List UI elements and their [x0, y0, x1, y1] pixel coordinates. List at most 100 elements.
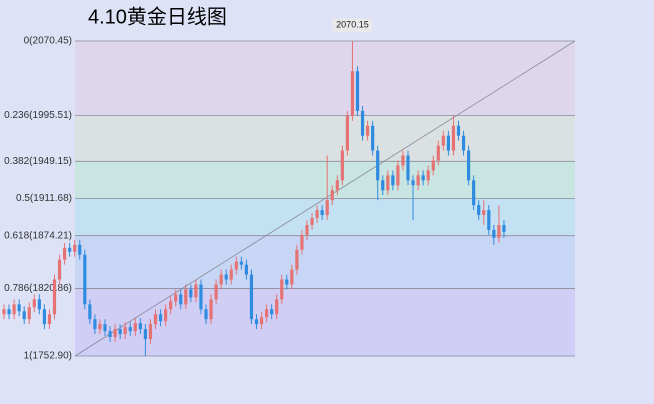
candle-body: [416, 175, 420, 186]
candle-body: [174, 294, 178, 302]
candle-body: [73, 244, 77, 252]
candle: [47, 309, 52, 330]
candle-body: [37, 299, 41, 310]
candle: [386, 170, 390, 196]
candle: [42, 304, 46, 330]
fib-label: 0.236(1995.51): [4, 110, 72, 121]
candle-body: [335, 180, 339, 191]
candle: [133, 318, 137, 337]
candle: [371, 120, 375, 156]
candle: [224, 269, 228, 285]
candle-body: [391, 175, 395, 186]
candle-body: [68, 247, 72, 252]
candle-body: [502, 224, 506, 232]
candle-body: [7, 309, 11, 315]
fib-band: [75, 235, 575, 289]
candle: [113, 324, 117, 343]
candle-body: [456, 125, 461, 136]
candle: [179, 289, 183, 310]
candle: [103, 319, 107, 337]
candle: [118, 324, 122, 340]
candle: [52, 274, 57, 320]
candle-body: [305, 224, 309, 235]
candle: [355, 66, 360, 116]
candle: [451, 115, 456, 156]
candle: [290, 264, 294, 290]
candle: [295, 244, 299, 275]
candle-body: [113, 329, 117, 338]
candle-body: [209, 299, 213, 320]
candle-body: [340, 150, 344, 181]
candle-body: [386, 175, 390, 191]
candle-body: [143, 329, 147, 340]
candle-body: [128, 327, 132, 332]
candle: [285, 274, 289, 290]
candle-body: [431, 160, 435, 171]
candle: [239, 256, 243, 270]
candle: [416, 170, 420, 191]
candle-body: [229, 269, 233, 280]
candle-body: [219, 274, 223, 285]
candle-body: [497, 224, 501, 238]
candle: [2, 304, 6, 320]
candle: [305, 220, 309, 240]
fib-band: [75, 288, 575, 356]
candle: [335, 175, 339, 196]
candle-body: [290, 269, 294, 285]
candle: [497, 205, 501, 243]
candle: [270, 304, 274, 320]
candle-body: [47, 314, 52, 325]
fib-label: 0(2070.45): [24, 36, 72, 47]
candle: [98, 319, 102, 335]
candle: [275, 294, 279, 320]
candle-body: [27, 307, 31, 320]
candle-body: [189, 289, 193, 298]
candle: [330, 185, 334, 206]
fib-label: 0.618(1874.21): [4, 230, 72, 241]
trend-line: [74, 40, 576, 357]
candle-body: [118, 329, 122, 335]
candle: [477, 200, 481, 221]
candle: [396, 160, 400, 191]
candle: [12, 299, 16, 320]
candle: [37, 294, 41, 315]
candle-body: [472, 180, 476, 206]
candle: [345, 110, 349, 156]
candle-body: [492, 229, 496, 238]
candle-body: [254, 319, 259, 325]
candle-body: [396, 165, 400, 186]
fib-band: [75, 161, 575, 199]
candle-body: [315, 210, 319, 219]
candle-body: [436, 145, 440, 161]
candle: [315, 205, 319, 223]
candle: [164, 304, 168, 327]
candle-body: [310, 218, 314, 225]
candle: [249, 269, 254, 325]
candle: [436, 140, 440, 166]
candle: [73, 239, 77, 257]
candle-body: [477, 205, 481, 216]
candle: [17, 299, 21, 317]
candle: [350, 41, 355, 121]
candle: [467, 145, 471, 186]
candle-body: [446, 135, 450, 151]
candle-body: [265, 309, 269, 318]
candle-body: [411, 180, 415, 186]
candle-body: [214, 284, 218, 300]
candle-body: [148, 324, 153, 340]
candle-body: [300, 234, 304, 250]
candle-body: [224, 274, 228, 280]
candle: [153, 309, 158, 330]
candle-body: [487, 210, 491, 230]
candle-body: [93, 319, 97, 330]
candle-body: [57, 259, 62, 280]
candle-body: [376, 150, 380, 181]
candle: [310, 213, 314, 230]
candle-body: [406, 155, 410, 181]
fib-label: 1(1752.90): [24, 351, 72, 362]
fib-band: [75, 198, 575, 236]
candle: [143, 324, 147, 356]
candle: [426, 165, 430, 186]
candle-body: [194, 284, 198, 298]
